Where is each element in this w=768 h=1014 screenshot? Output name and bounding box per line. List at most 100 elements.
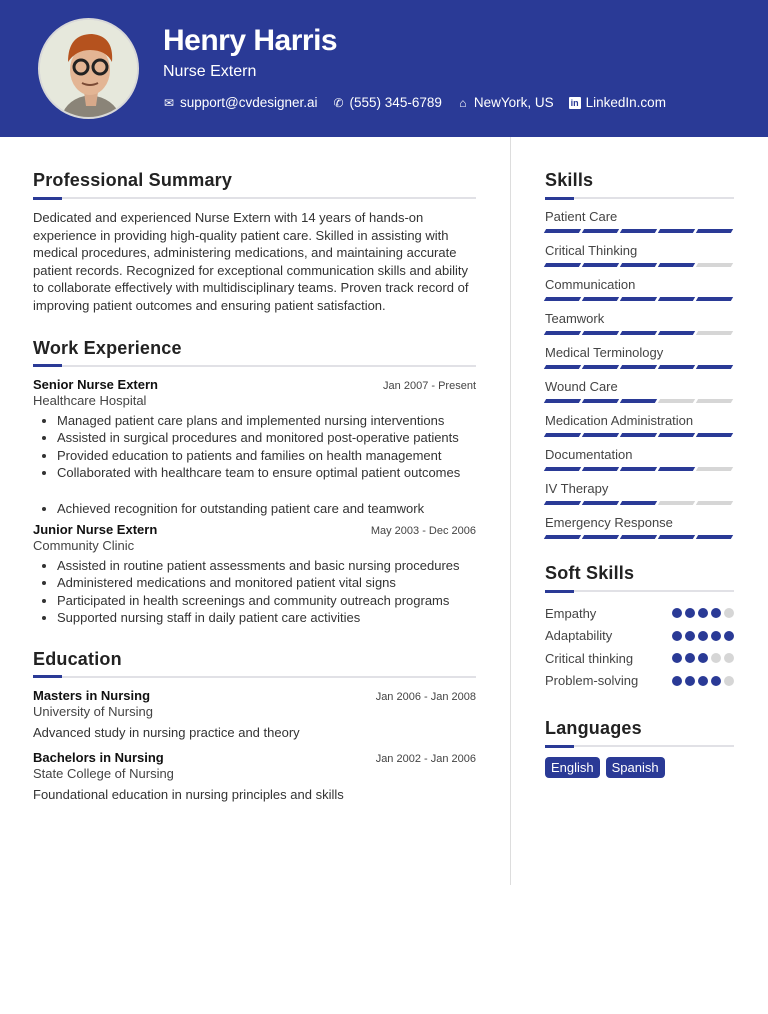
education-dates: Jan 2006 - Jan 2008: [375, 690, 476, 703]
skill-name: Medical Terminology: [545, 345, 664, 360]
contact-email[interactable]: ✉ support@cvdesigner.ai: [163, 95, 318, 110]
skill-level-segment: [543, 365, 582, 369]
section-rule: [33, 675, 476, 679]
school: State College of Nursing: [33, 765, 174, 781]
rating-dot: [724, 608, 734, 619]
skill-level-segment: [543, 399, 582, 403]
job-title: Junior Nurse Extern: [33, 521, 158, 537]
skills-heading: Skills: [545, 170, 594, 190]
soft-skill-row: Critical thinking: [545, 647, 734, 670]
skill-level-segment: [695, 229, 734, 233]
soft-skill-row: Empathy: [545, 602, 734, 625]
skill-level-segment: [581, 263, 620, 267]
skill-level-segment: [581, 501, 620, 505]
skill-level-segment: [619, 365, 658, 369]
skill-level-segment: [581, 433, 620, 437]
job-bullet: Managed patient care plans and implement…: [57, 412, 476, 430]
skill-level-segment: [619, 331, 658, 335]
skill-level-segment: [657, 433, 696, 437]
skill-level-segment: [695, 535, 734, 539]
languages-list: English Spanish: [545, 757, 734, 778]
skill-level-segment: [619, 229, 658, 233]
job-bullet: Administered medications and monitored p…: [57, 574, 476, 592]
skill-name: Patient Care: [545, 209, 618, 224]
job-organization: Healthcare Hospital: [33, 392, 147, 408]
education-dates: Jan 2002 - Jan 2006: [375, 752, 476, 765]
skill-level-segment: [543, 229, 582, 233]
skill-name: Documentation: [545, 447, 633, 462]
rating-dot: [685, 675, 695, 686]
skill-level-segment: [657, 467, 696, 471]
soft-skill-name: Empathy: [545, 605, 597, 621]
skill-level-segment: [657, 535, 696, 539]
skill-level-segment: [543, 263, 582, 267]
skill-level-segment: [581, 229, 620, 233]
languages-heading: Languages: [545, 718, 642, 738]
skill-level-segment: [619, 297, 658, 301]
skill-level-bar: [543, 501, 734, 505]
skill-level-segment: [695, 467, 734, 471]
job-dates: May 2003 - Dec 2006: [370, 524, 476, 537]
skill-level-segment: [619, 535, 658, 539]
job-title: Senior Nurse Extern: [33, 376, 158, 392]
skill-level-segment: [657, 399, 696, 403]
linkedin-text: LinkedIn.com: [585, 95, 666, 110]
skill-level-segment: [695, 365, 734, 369]
skill-level-bar: [543, 229, 734, 233]
skill-level-segment: [581, 365, 620, 369]
skill-name: Critical Thinking: [545, 243, 638, 258]
skill-level-segment: [695, 399, 734, 403]
skill-level-segment: [619, 467, 658, 471]
rating-dot: [685, 608, 695, 619]
skill-level-segment: [619, 263, 658, 267]
job-bullets: Managed patient care plans and implement…: [57, 412, 476, 518]
skill-name: Communication: [545, 277, 636, 292]
soft-skills-list: Empathy Adaptability Critical thinking Prob…: [545, 602, 734, 692]
job-list: Senior Nurse Extern Jan 2007 - Present Hea…: [33, 377, 476, 627]
skill-level-segment: [619, 399, 658, 403]
main-column: Professional Summary Dedicated and exper…: [33, 170, 476, 803]
job-bullet: Achieved recognition for outstanding pat…: [57, 500, 476, 518]
skill-level-bar: [543, 535, 734, 539]
skill-name: IV Therapy: [545, 481, 609, 496]
envelope-icon: ✉: [163, 95, 175, 110]
section-rule: [545, 589, 734, 593]
soft-skill-rating: [672, 675, 734, 686]
skill-level-bar: [543, 399, 734, 403]
school: University of Nursing: [33, 703, 153, 719]
job-organization: Community Clinic: [33, 537, 135, 553]
home-icon: ⌂: [459, 95, 467, 110]
job-bullet: Assisted in surgical procedures and moni…: [57, 429, 476, 447]
skill-level-bar: [543, 467, 734, 471]
education-entry: Bachelors in Nursing Jan 2002 - Jan 2006 S…: [33, 750, 476, 804]
rating-dot: [711, 630, 721, 641]
skill-level-bar: [543, 331, 734, 335]
rating-dot: [672, 653, 682, 664]
job-bullet: Supported nursing staff in daily patient…: [57, 609, 476, 627]
section-rule: [545, 196, 734, 200]
skill-level-segment: [543, 501, 582, 505]
rating-dot: [672, 675, 682, 686]
contact-phone[interactable]: ✆ (555) 345-6789: [333, 95, 442, 110]
contact-linkedin[interactable]: in LinkedIn.com: [568, 95, 666, 110]
skill-level-segment: [581, 399, 620, 403]
language-badge: Spanish: [605, 757, 665, 778]
skill-level-segment: [657, 263, 696, 267]
skill-level-segment: [543, 535, 582, 539]
education-header: Masters in Nursing Jan 2006 - Jan 2008: [33, 688, 476, 703]
skill-level-segment: [581, 467, 620, 471]
soft-skill-rating: [672, 630, 734, 641]
rating-dot: [698, 675, 708, 686]
soft-skill-row: Problem-solving: [545, 670, 734, 693]
summary-heading: Professional Summary: [33, 170, 233, 190]
soft-skill-name: Critical thinking: [545, 650, 634, 666]
job-bullet: Participated in health screenings and co…: [57, 592, 476, 610]
skill-level-segment: [695, 331, 734, 335]
candidate-title: Nurse Extern: [163, 63, 257, 80]
skill-level-segment: [543, 433, 582, 437]
soft-skills-heading: Soft Skills: [545, 563, 635, 583]
soft-skill-name: Adaptability: [545, 628, 613, 644]
email-text: support@cvdesigner.ai: [180, 95, 318, 110]
experience-heading: Work Experience: [33, 337, 182, 358]
section-rule: [33, 196, 476, 200]
